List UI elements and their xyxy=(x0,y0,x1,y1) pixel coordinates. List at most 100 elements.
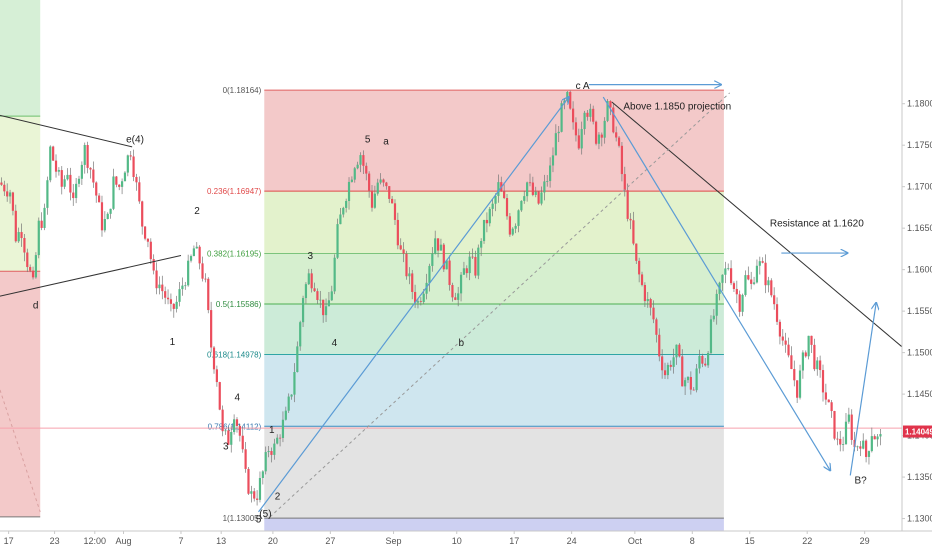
candle-body xyxy=(370,190,374,208)
candle-body xyxy=(276,437,279,444)
candle-body xyxy=(819,360,822,371)
candle-body xyxy=(210,310,213,348)
candle-body xyxy=(385,182,388,187)
candle-body xyxy=(836,438,839,440)
candle-body xyxy=(198,246,201,264)
candle-body xyxy=(827,399,830,403)
candle-body xyxy=(796,380,799,398)
candle-body xyxy=(603,120,606,138)
candle-body xyxy=(31,270,35,278)
candle-body xyxy=(649,299,652,308)
candle-body xyxy=(143,226,147,239)
candle-body xyxy=(477,247,480,276)
candle-body xyxy=(14,210,17,242)
price-tick-label: 1.14500 xyxy=(907,389,932,399)
candle-body xyxy=(775,304,779,322)
candle-body xyxy=(640,274,644,285)
candle-body xyxy=(347,181,351,201)
candle-body xyxy=(267,451,270,453)
candle-body xyxy=(798,370,802,398)
candle-body xyxy=(49,146,52,181)
candle-body xyxy=(459,274,463,294)
candle-body xyxy=(60,170,63,187)
candle-body xyxy=(100,202,104,231)
candle-body xyxy=(497,182,500,196)
left-zone-box xyxy=(0,116,41,272)
current-price-badge xyxy=(903,425,932,438)
candle-body xyxy=(230,432,233,445)
candle-body xyxy=(359,155,362,165)
wave-label: B? xyxy=(855,476,868,487)
candle-body xyxy=(299,322,302,347)
candle-body xyxy=(155,270,158,289)
candle-body xyxy=(146,238,150,242)
candle-body xyxy=(382,179,385,183)
candle-body xyxy=(465,268,468,274)
candle-body xyxy=(158,284,161,289)
candle-body xyxy=(531,182,534,195)
candle-body xyxy=(172,303,175,309)
candle-body xyxy=(457,293,460,300)
candle-body xyxy=(485,219,489,224)
candle-body xyxy=(876,436,879,440)
candle-body xyxy=(152,259,155,271)
candle-body xyxy=(227,430,230,445)
candle-body xyxy=(482,219,486,242)
candle-body xyxy=(301,298,305,323)
time-tick-label: Aug xyxy=(116,536,132,546)
time-tick-label: 10 xyxy=(452,536,462,546)
wave-label: 2 xyxy=(275,491,281,502)
candle-body xyxy=(313,288,316,292)
candle-body xyxy=(833,411,836,439)
candle-body xyxy=(842,444,845,445)
candle-body xyxy=(873,436,876,440)
candle-body xyxy=(43,207,46,228)
candle-body xyxy=(264,452,267,472)
candle-body xyxy=(755,265,759,283)
candle-body xyxy=(273,443,276,455)
candle-body xyxy=(37,220,40,256)
fib-band xyxy=(264,303,724,355)
candle-body xyxy=(557,131,560,134)
price-tick-label: 1.15500 xyxy=(907,306,932,316)
candle-body xyxy=(462,268,466,275)
candle-body xyxy=(620,145,624,175)
price-tick-label: 1.17500 xyxy=(907,140,932,150)
candle-body xyxy=(830,402,833,412)
candle-body xyxy=(600,134,603,138)
candle-body xyxy=(729,268,733,284)
candle-body xyxy=(698,355,701,369)
time-tick-label: 27 xyxy=(325,536,335,546)
candle-body xyxy=(761,261,764,263)
candle-body xyxy=(17,232,20,242)
candle-body xyxy=(425,282,428,294)
price-tick-label: 1.13500 xyxy=(907,472,932,482)
wave-label: 1 xyxy=(269,425,275,436)
candle-body xyxy=(804,352,807,357)
time-tick-label: 12:00 xyxy=(84,536,107,546)
candle-body xyxy=(787,344,790,356)
candle-body xyxy=(132,156,135,177)
candle-body xyxy=(161,284,164,292)
candle-body xyxy=(675,344,678,358)
trendline xyxy=(611,101,903,348)
candle-body xyxy=(3,184,6,192)
candle-body xyxy=(615,132,618,138)
candle-body xyxy=(126,155,129,173)
candle-body xyxy=(178,289,181,302)
candle-body xyxy=(69,174,72,193)
candle-body xyxy=(89,167,92,170)
candle-body xyxy=(241,435,244,450)
candle-body xyxy=(187,260,190,286)
candle-body xyxy=(574,122,578,136)
chart-annotation: Resistance at 1.1620 xyxy=(770,219,864,230)
candle-body xyxy=(261,471,264,478)
wave-label: 1 xyxy=(170,337,176,348)
candle-body xyxy=(626,190,629,219)
candle-body xyxy=(184,285,187,287)
candle-body xyxy=(494,195,497,204)
candle-body xyxy=(520,200,523,211)
chart-annotation: Above 1.1850 projection xyxy=(623,102,731,113)
